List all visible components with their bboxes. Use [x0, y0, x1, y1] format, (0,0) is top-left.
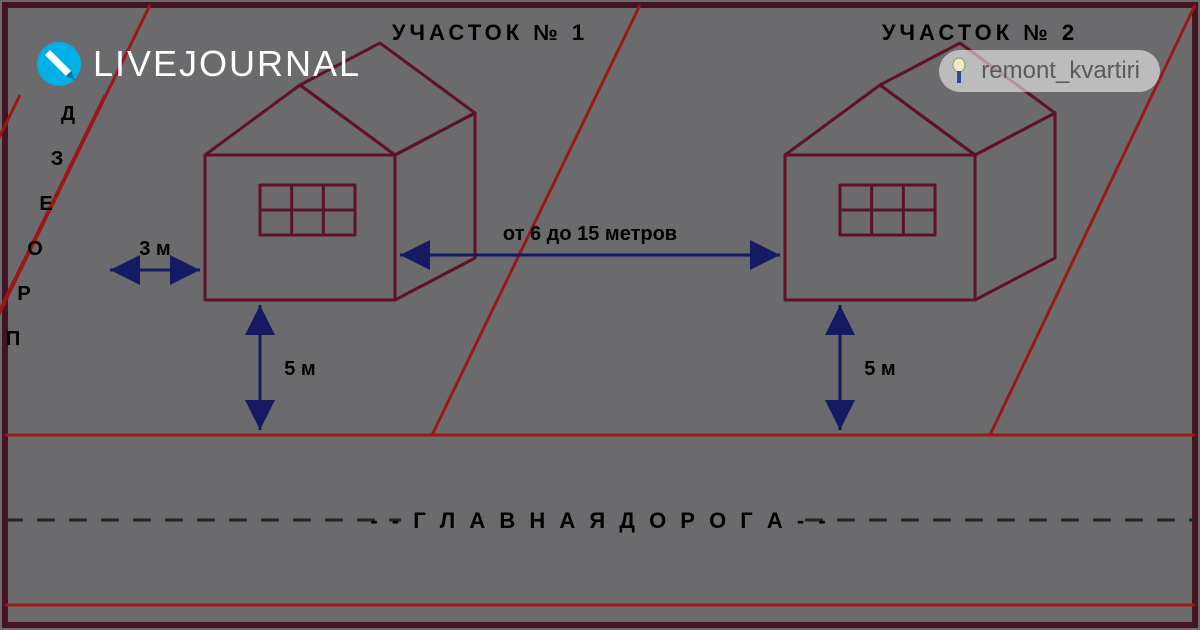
side-road-letter: Е [39, 193, 52, 215]
plot-label: УЧАСТОК № 1 [392, 20, 588, 45]
dimension-label: 5 м [284, 358, 315, 380]
dimension-label: 5 м [864, 358, 895, 380]
brand-logo[interactable]: LIVEJOURNAL [35, 40, 361, 88]
dimension-label: 3 м [139, 238, 170, 260]
side-road-letter: Д [61, 103, 75, 125]
side-road-letter: Р [17, 283, 30, 305]
plot-label: УЧАСТОК № 2 [882, 20, 1078, 45]
plot-diagram: Д З Е О Р П УЧАСТОК № 1 УЧАСТОК № 2 3 м от 6 до 1… [0, 0, 1200, 630]
side-road-letter: О [27, 238, 43, 260]
side-road-letter: П [6, 328, 20, 350]
brand-name: LIVEJOURNAL [93, 43, 361, 85]
side-road-letter: З [51, 148, 64, 170]
livejournal-pencil-icon [35, 40, 83, 88]
main-road-label: - - Г Л А В Н А Я Д О Р О Г А - - [370, 508, 829, 533]
user-pin-icon [947, 56, 971, 86]
author-handle: remont_kvartiri [981, 57, 1140, 85]
dimension-label: от 6 до 15 метров [503, 223, 677, 245]
author-pill[interactable]: remont_kvartiri [939, 50, 1160, 92]
